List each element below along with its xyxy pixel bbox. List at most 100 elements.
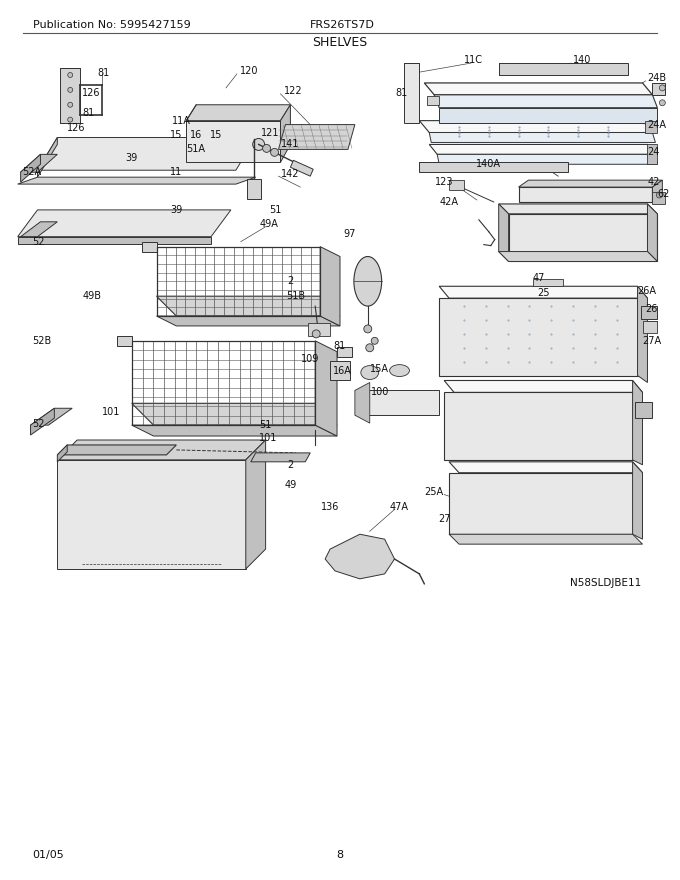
Polygon shape xyxy=(647,204,658,261)
Text: 15A: 15A xyxy=(370,363,389,374)
Polygon shape xyxy=(37,137,57,177)
Text: 15: 15 xyxy=(170,129,182,140)
Text: 81: 81 xyxy=(395,88,407,98)
Text: 52A: 52A xyxy=(22,167,41,177)
Text: 27: 27 xyxy=(438,514,450,524)
Text: 25A: 25A xyxy=(425,487,444,496)
Text: 142: 142 xyxy=(281,169,300,180)
Ellipse shape xyxy=(390,364,409,377)
Polygon shape xyxy=(316,341,337,436)
Polygon shape xyxy=(437,154,658,165)
Polygon shape xyxy=(141,242,156,252)
Polygon shape xyxy=(117,336,132,346)
Polygon shape xyxy=(18,237,211,244)
Text: 52: 52 xyxy=(33,237,45,246)
Text: 24: 24 xyxy=(647,147,660,158)
Circle shape xyxy=(271,149,279,157)
Polygon shape xyxy=(449,473,632,534)
Text: 101: 101 xyxy=(259,433,277,443)
Text: 25: 25 xyxy=(537,289,549,298)
Text: 51: 51 xyxy=(260,420,272,430)
Circle shape xyxy=(68,117,73,122)
Polygon shape xyxy=(449,180,464,190)
Polygon shape xyxy=(420,121,652,133)
Polygon shape xyxy=(420,162,568,172)
Text: 126: 126 xyxy=(67,122,86,133)
Polygon shape xyxy=(652,180,662,202)
Polygon shape xyxy=(444,392,632,460)
Text: 39: 39 xyxy=(170,205,182,215)
Text: 81: 81 xyxy=(334,341,346,351)
Polygon shape xyxy=(498,204,658,214)
Text: 51: 51 xyxy=(269,205,282,215)
Polygon shape xyxy=(280,105,290,162)
Polygon shape xyxy=(337,347,352,356)
Polygon shape xyxy=(31,408,54,435)
Polygon shape xyxy=(439,298,638,376)
Polygon shape xyxy=(355,391,439,415)
Polygon shape xyxy=(509,214,658,261)
Text: 109: 109 xyxy=(301,354,320,363)
Text: 120: 120 xyxy=(239,66,258,76)
Text: SHELVES: SHELVES xyxy=(312,36,368,48)
Polygon shape xyxy=(498,204,509,261)
Polygon shape xyxy=(424,83,652,95)
Text: 49A: 49A xyxy=(259,219,278,229)
Text: 47A: 47A xyxy=(390,502,409,512)
Polygon shape xyxy=(632,380,643,465)
Circle shape xyxy=(262,144,271,152)
Text: 121: 121 xyxy=(261,128,280,137)
Circle shape xyxy=(660,99,665,106)
Circle shape xyxy=(68,87,73,92)
Text: 47: 47 xyxy=(532,274,545,283)
Text: 140: 140 xyxy=(573,55,592,65)
Polygon shape xyxy=(638,286,647,383)
Polygon shape xyxy=(251,453,310,462)
Polygon shape xyxy=(449,462,643,473)
Ellipse shape xyxy=(361,365,379,379)
Text: 51B: 51B xyxy=(286,291,305,301)
Text: 51A: 51A xyxy=(187,144,205,154)
Polygon shape xyxy=(647,144,658,165)
Polygon shape xyxy=(31,408,72,425)
Text: 24A: 24A xyxy=(647,120,666,129)
Text: 2: 2 xyxy=(287,276,294,286)
Text: 49: 49 xyxy=(284,480,296,489)
Text: 8: 8 xyxy=(337,849,343,860)
Ellipse shape xyxy=(354,256,381,306)
Text: 11C: 11C xyxy=(464,55,483,65)
Text: 100: 100 xyxy=(371,387,389,398)
Polygon shape xyxy=(533,279,563,286)
Circle shape xyxy=(253,138,265,150)
Polygon shape xyxy=(18,210,231,237)
Polygon shape xyxy=(57,460,245,569)
Text: 42: 42 xyxy=(647,177,660,187)
Circle shape xyxy=(656,192,662,198)
Circle shape xyxy=(364,325,372,333)
Polygon shape xyxy=(156,316,340,326)
Polygon shape xyxy=(498,63,628,75)
Polygon shape xyxy=(645,121,658,133)
Circle shape xyxy=(371,337,378,344)
Circle shape xyxy=(312,330,320,338)
Text: 126: 126 xyxy=(82,88,101,98)
Text: 16: 16 xyxy=(190,129,203,140)
Polygon shape xyxy=(652,83,665,95)
Text: 62: 62 xyxy=(658,189,670,199)
Polygon shape xyxy=(320,246,340,326)
Text: 24B: 24B xyxy=(647,73,666,83)
Polygon shape xyxy=(57,440,266,460)
Polygon shape xyxy=(20,154,41,182)
Text: 123: 123 xyxy=(435,177,454,187)
Polygon shape xyxy=(156,297,340,316)
Text: 49B: 49B xyxy=(82,291,101,301)
Text: 15: 15 xyxy=(210,129,222,140)
Polygon shape xyxy=(643,321,658,333)
Polygon shape xyxy=(429,133,656,143)
Polygon shape xyxy=(186,105,290,121)
Polygon shape xyxy=(290,160,313,176)
Polygon shape xyxy=(132,403,337,425)
Text: 140A: 140A xyxy=(476,159,501,169)
Text: 11A: 11A xyxy=(172,115,191,126)
Text: N58SLDJBE11: N58SLDJBE11 xyxy=(570,578,641,588)
